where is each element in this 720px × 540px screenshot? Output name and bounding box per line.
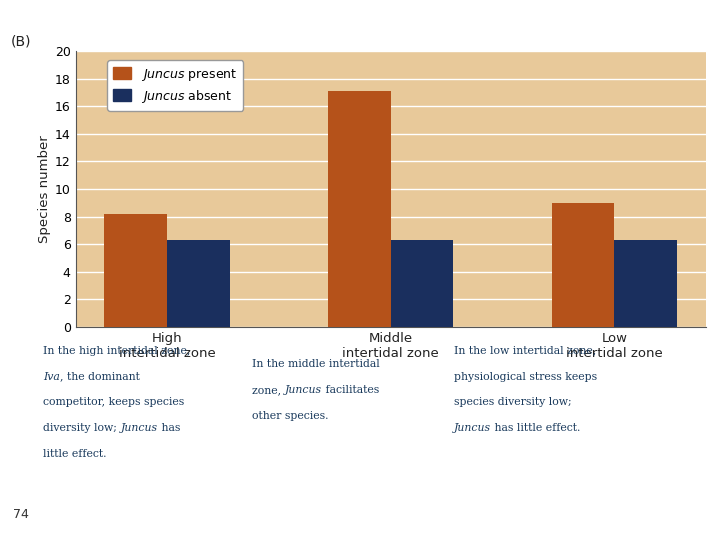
- Bar: [614, 240, 677, 327]
- Text: Juncus: Juncus: [454, 423, 491, 434]
- Bar: [391, 240, 454, 327]
- Text: In the low intertidal zone,: In the low intertidal zone,: [454, 346, 596, 356]
- Text: In the high intertidal zone,: In the high intertidal zone,: [43, 346, 191, 356]
- Text: little effect.: little effect.: [43, 449, 107, 460]
- Text: species diversity low;: species diversity low;: [454, 397, 571, 408]
- Legend: $\it{Juncus}$ present, $\it{Juncus}$ absent: $\it{Juncus}$ present, $\it{Juncus}$ abs…: [107, 60, 243, 111]
- Text: (B): (B): [11, 35, 31, 49]
- Text: has: has: [158, 423, 180, 434]
- Bar: [328, 91, 390, 327]
- Text: facilitates: facilitates: [322, 385, 379, 395]
- Text: 74: 74: [13, 508, 29, 521]
- Text: other species.: other species.: [252, 411, 328, 421]
- Text: zone,: zone,: [252, 385, 284, 395]
- Bar: [167, 240, 230, 327]
- Text: Figure 18.19 B  Positive Interactions: Key to Local Diversity in Salt Marshes?: Figure 18.19 B Positive Interactions: Ke…: [7, 15, 512, 28]
- Bar: [104, 214, 167, 327]
- Text: physiological stress keeps: physiological stress keeps: [454, 372, 597, 382]
- Y-axis label: Species number: Species number: [37, 135, 50, 243]
- Text: In the middle intertidal: In the middle intertidal: [252, 359, 379, 369]
- Text: , the dominant: , the dominant: [60, 372, 140, 382]
- Text: diversity low;: diversity low;: [43, 423, 120, 434]
- Text: Iva: Iva: [43, 372, 60, 382]
- Text: Juncus: Juncus: [120, 423, 158, 434]
- Bar: [552, 202, 614, 327]
- Text: Juncus: Juncus: [284, 385, 322, 395]
- Text: competitor, keeps species: competitor, keeps species: [43, 397, 184, 408]
- Text: has little effect.: has little effect.: [491, 423, 580, 434]
